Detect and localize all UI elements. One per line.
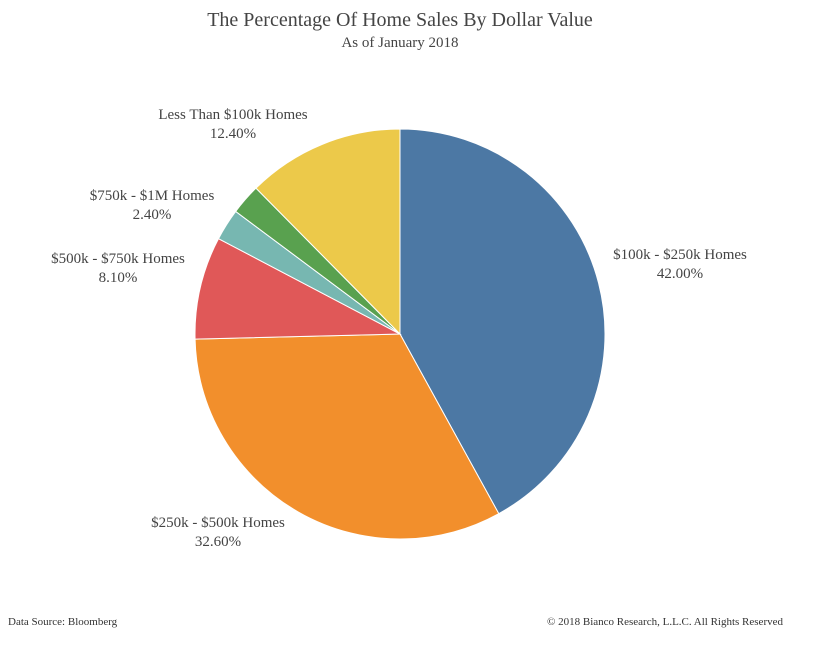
pie-slice — [194, 237, 402, 340]
data-source-note: Data Source: Bloomberg — [8, 616, 118, 628]
slice-label: $100k - $250k Homes — [613, 247, 747, 263]
slice-value-label: 32.60% — [195, 534, 241, 550]
pie-slice — [399, 128, 606, 515]
slice-value-label: 12.40% — [210, 126, 256, 142]
pie-chart: $100k - $250k Homes 42.00% $250k - $500k H… — [51, 107, 747, 550]
slice-label: $250k - $500k Homes — [151, 515, 285, 531]
pie-slice — [194, 333, 500, 540]
copyright-note: © 2018 Bianco Research, L.L.C. All Right… — [547, 616, 783, 628]
chart-title: The Percentage Of Home Sales By Dollar V… — [207, 9, 593, 31]
pie-slice — [255, 128, 401, 336]
pie-labels: $100k - $250k Homes 42.00% $250k - $500k H… — [51, 107, 747, 550]
slice-value-label: 8.10% — [99, 270, 138, 286]
slice-label: $750k - $1M Homes — [90, 188, 215, 204]
slice-label: $500k - $750k Homes — [51, 251, 185, 267]
slice-label: Less Than $100k Homes — [158, 107, 307, 123]
chart-subtitle: As of January 2018 — [341, 35, 459, 51]
slice-value-label: 42.00% — [657, 266, 703, 282]
slice-value-label: 2.40% — [133, 207, 172, 223]
pie-slices — [194, 128, 606, 540]
